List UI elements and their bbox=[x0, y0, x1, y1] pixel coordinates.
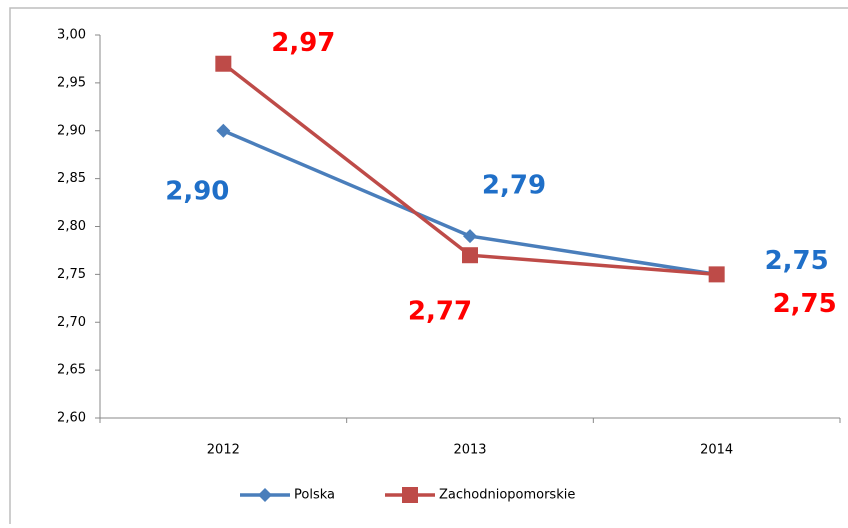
value-label: 2,97 bbox=[271, 28, 335, 58]
y-tick-label: 2,70 bbox=[57, 315, 86, 330]
value-label: 2,75 bbox=[773, 289, 837, 319]
value-label: 2,79 bbox=[482, 171, 546, 201]
y-tick-label: 2,95 bbox=[57, 75, 86, 90]
y-tick-label: 2,90 bbox=[57, 123, 86, 138]
legend-label: Zachodniopomorskie bbox=[439, 488, 575, 503]
marker bbox=[216, 123, 231, 138]
marker bbox=[215, 55, 232, 72]
y-tick-label: 2,60 bbox=[57, 411, 86, 426]
y-tick-label: 2,80 bbox=[57, 219, 86, 234]
y-tick-label: 2,65 bbox=[57, 363, 86, 378]
y-tick-label: 2,75 bbox=[57, 267, 86, 282]
marker bbox=[462, 247, 478, 264]
marker bbox=[463, 229, 477, 244]
y-tick-label: 2,85 bbox=[57, 171, 86, 186]
legend-label: Polska bbox=[294, 488, 335, 503]
value-label: 2,90 bbox=[165, 176, 229, 206]
value-label: 2,75 bbox=[765, 246, 829, 276]
value-label: 2,77 bbox=[408, 297, 472, 327]
y-tick-label: 3,00 bbox=[57, 28, 86, 43]
legend-marker bbox=[258, 488, 272, 502]
x-tick-label: 2014 bbox=[700, 443, 733, 458]
x-tick-label: 2013 bbox=[453, 443, 486, 458]
chart-border bbox=[9, 7, 848, 528]
x-tick-label: 2012 bbox=[207, 443, 240, 458]
marker bbox=[708, 266, 725, 283]
legend-marker bbox=[402, 487, 418, 503]
